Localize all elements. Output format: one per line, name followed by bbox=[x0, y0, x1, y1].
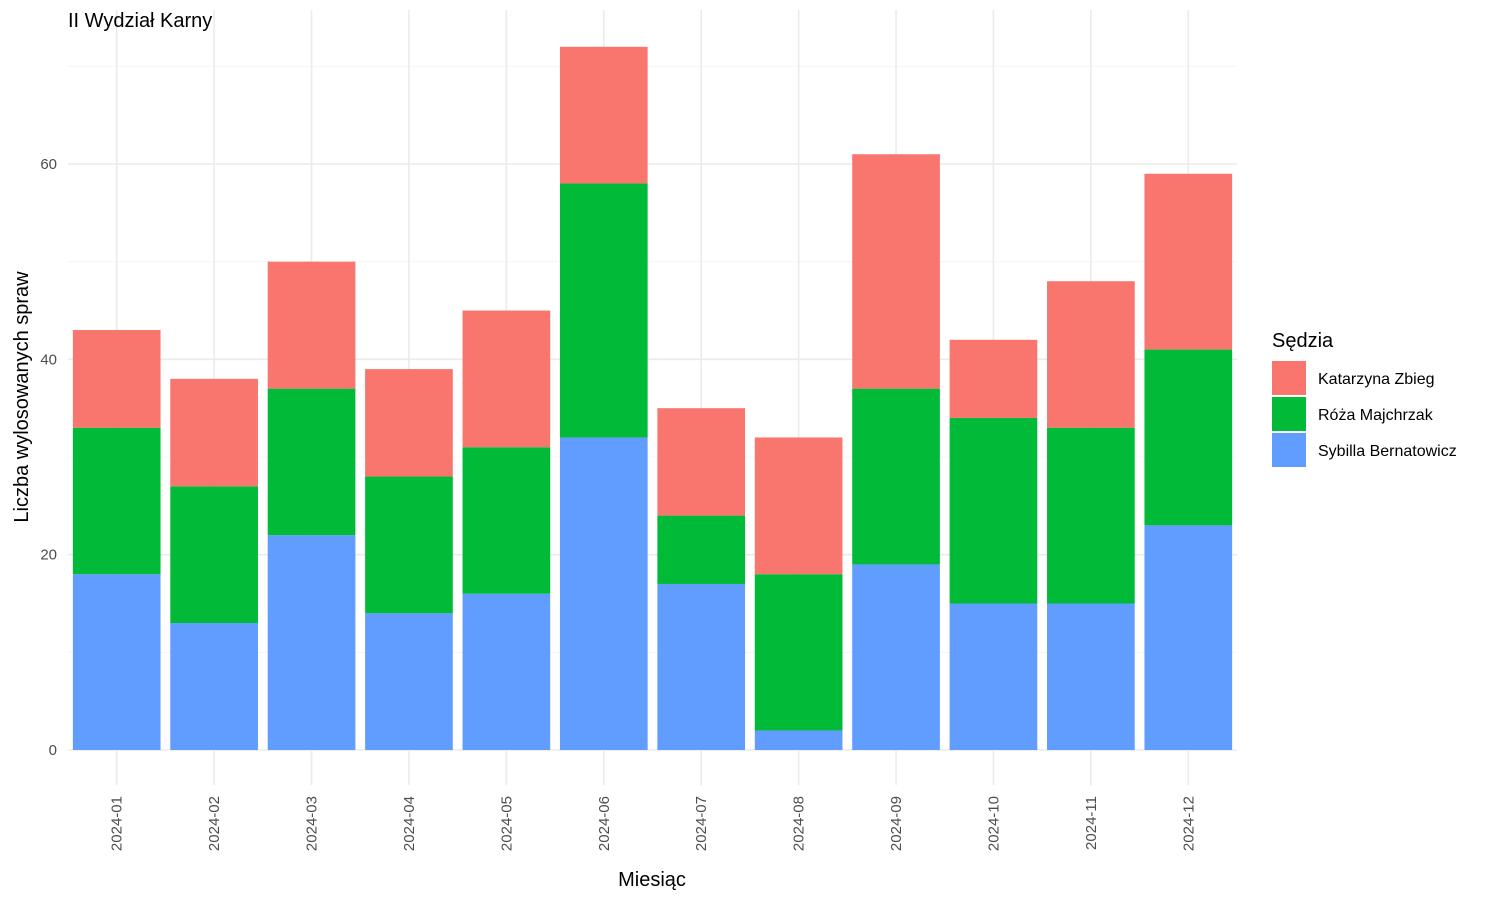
legend-label: Sybilla Bernatowicz bbox=[1318, 443, 1457, 460]
bar-segment bbox=[267, 535, 356, 750]
bar-segment bbox=[1047, 427, 1135, 604]
bar-segment bbox=[462, 447, 551, 594]
bar-segment bbox=[72, 427, 161, 575]
bar-segment bbox=[267, 388, 356, 536]
bar-segment bbox=[1144, 173, 1233, 350]
bar-segment bbox=[657, 583, 746, 750]
bar-segment bbox=[267, 261, 356, 389]
bar-segment bbox=[949, 339, 1038, 418]
legend-key bbox=[1272, 361, 1306, 395]
x-tick-label: 2024-07 bbox=[693, 796, 710, 851]
x-axis-title: Miesiąc bbox=[618, 869, 686, 891]
bar-segment bbox=[462, 310, 551, 448]
bar-segment bbox=[170, 623, 258, 750]
y-tick-label: 40 bbox=[40, 351, 57, 368]
x-tick-label: 2024-10 bbox=[985, 796, 1002, 851]
bar-segment bbox=[559, 46, 648, 184]
x-tick-label: 2024-03 bbox=[304, 796, 321, 851]
bar-segment bbox=[365, 613, 453, 750]
bar-segment bbox=[949, 417, 1038, 604]
bar-segment bbox=[1047, 281, 1135, 428]
bar-segment bbox=[559, 183, 648, 438]
chart-title: II Wydział Karny bbox=[68, 10, 212, 32]
x-tick-label: 2024-05 bbox=[498, 796, 515, 851]
bar-segment bbox=[170, 486, 258, 624]
bar-segment bbox=[365, 369, 453, 477]
legend-key bbox=[1272, 433, 1306, 467]
bar-segment bbox=[72, 330, 161, 428]
x-tick-label: 2024-04 bbox=[401, 796, 418, 851]
bar-segment bbox=[1144, 525, 1233, 750]
y-tick-label: 60 bbox=[40, 156, 57, 173]
bar-segment bbox=[1144, 349, 1233, 526]
x-tick-label: 2024-09 bbox=[888, 796, 905, 851]
legend-title: Sędzia bbox=[1272, 330, 1334, 352]
bar-segment bbox=[170, 378, 258, 487]
legend-items: Katarzyna Zbieg Róża Majchrzak Sybilla Ber… bbox=[1272, 361, 1457, 467]
bar-segment bbox=[657, 515, 746, 584]
bar-segment bbox=[754, 574, 843, 731]
x-tick-label: 2024-02 bbox=[206, 796, 223, 851]
bar-segment bbox=[852, 154, 940, 389]
bar-segment bbox=[852, 388, 940, 565]
legend-label: Róża Majchrzak bbox=[1318, 407, 1434, 424]
bar-segment bbox=[754, 437, 843, 575]
bar-segment bbox=[657, 408, 746, 516]
x-tick-label: 2024-01 bbox=[109, 796, 126, 851]
x-tick-label: 2024-06 bbox=[596, 796, 613, 851]
bar-segment bbox=[1047, 603, 1135, 750]
legend-key bbox=[1272, 397, 1306, 431]
bar-segment bbox=[559, 437, 648, 750]
x-axis-ticks: 2024-01 2024-02 2024-03 2024-04 2024-05 2024-… bbox=[109, 796, 1198, 851]
x-tick-label: 2024-12 bbox=[1180, 796, 1197, 851]
bar-segment bbox=[949, 603, 1038, 750]
bar-segment bbox=[72, 574, 161, 750]
bar-segment bbox=[462, 593, 551, 750]
bar-segment bbox=[754, 730, 843, 750]
legend: Sędzia Katarzyna Zbieg Róża Majchrzak Sybi… bbox=[1272, 330, 1457, 467]
bars bbox=[72, 46, 1233, 750]
y-tick-label: 20 bbox=[40, 547, 57, 564]
bar-segment bbox=[852, 564, 940, 750]
y-axis-ticks: 0 20 40 60 bbox=[40, 156, 57, 759]
bar-segment bbox=[365, 476, 453, 614]
legend-label: Katarzyna Zbieg bbox=[1318, 371, 1435, 388]
y-axis-title: Liczba wylosowanych spraw bbox=[11, 271, 33, 523]
x-tick-label: 2024-11 bbox=[1083, 796, 1100, 850]
x-tick-label: 2024-08 bbox=[791, 796, 808, 851]
y-tick-label: 0 bbox=[49, 742, 57, 759]
